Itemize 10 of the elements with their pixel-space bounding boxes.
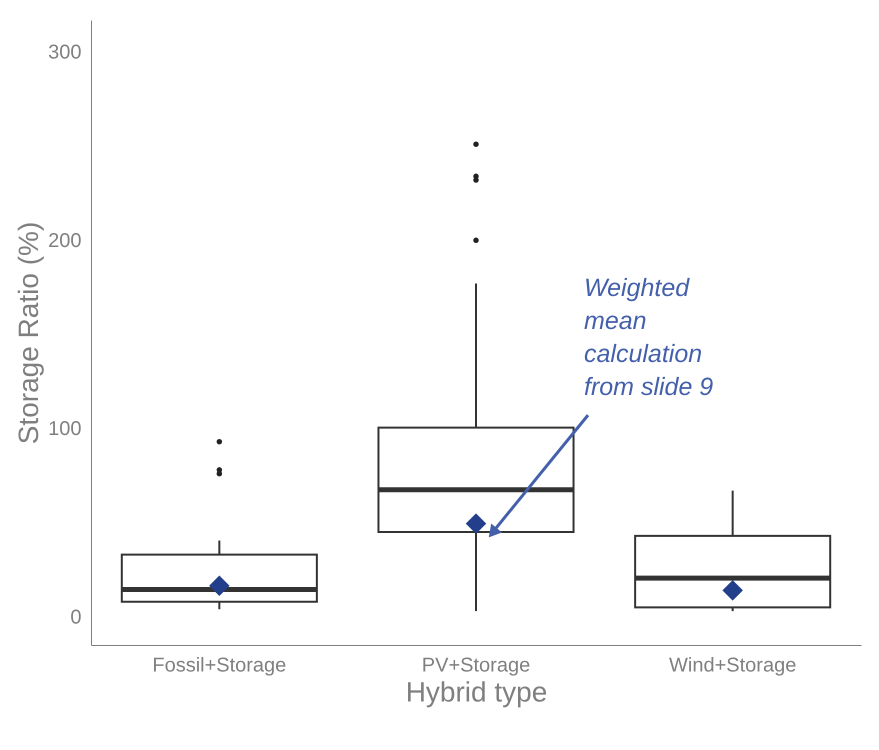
y-tick-label: 0 — [70, 606, 82, 628]
x-tick-label: PV+Storage — [422, 654, 530, 676]
y-tick-label: 300 — [48, 42, 82, 64]
y-tick-label: 200 — [48, 230, 82, 252]
x-axis-title: Hybrid type — [406, 676, 548, 708]
x-tick-label: Fossil+Storage — [152, 654, 286, 676]
y-tick-label: 100 — [48, 418, 82, 440]
annotation: Weighted mean calculation from slide 9 — [584, 274, 714, 402]
y-axis-title: Storage Ratio (%) — [13, 222, 44, 444]
x-tick-label: Wind+Storage — [669, 654, 796, 676]
